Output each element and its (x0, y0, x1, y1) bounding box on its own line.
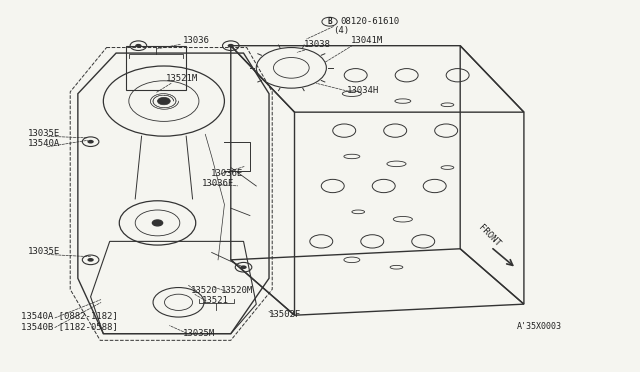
Circle shape (88, 140, 94, 144)
Text: 13540B [1182-0588]: 13540B [1182-0588] (20, 322, 117, 331)
Text: 13036F: 13036F (202, 179, 234, 187)
Text: FRONT: FRONT (476, 224, 502, 249)
Text: 13034H: 13034H (347, 86, 379, 95)
Text: 13521M: 13521M (166, 74, 198, 83)
Circle shape (152, 220, 163, 226)
Text: 13520: 13520 (191, 286, 218, 295)
Text: 13035M: 13035M (183, 329, 215, 338)
Circle shape (228, 44, 234, 48)
Text: A'35X0003: A'35X0003 (517, 322, 563, 331)
Text: 13036: 13036 (183, 36, 210, 45)
Circle shape (241, 265, 246, 269)
Text: 13540A: 13540A (28, 140, 60, 148)
Text: 13540A [0882-1182]: 13540A [0882-1182] (20, 311, 117, 320)
Text: 13036E: 13036E (211, 169, 243, 177)
Text: 13038: 13038 (304, 41, 331, 49)
Text: 13502F: 13502F (269, 310, 301, 319)
Circle shape (88, 258, 94, 262)
Text: 13041M: 13041M (351, 36, 383, 45)
Text: 13521: 13521 (202, 296, 229, 305)
Text: (4): (4) (333, 26, 349, 35)
Text: 13035E: 13035E (28, 247, 60, 256)
Circle shape (157, 97, 170, 105)
Text: B: B (327, 17, 332, 26)
Text: 13035E: 13035E (28, 129, 60, 138)
Text: 13520M: 13520M (221, 286, 253, 295)
Circle shape (135, 44, 141, 48)
Text: 08120-61610: 08120-61610 (340, 17, 399, 26)
